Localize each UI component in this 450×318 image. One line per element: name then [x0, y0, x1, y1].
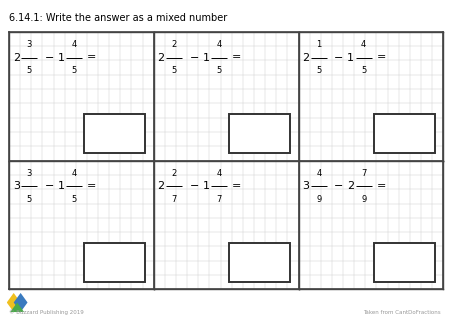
Polygon shape [10, 302, 24, 312]
Text: 3: 3 [13, 181, 20, 191]
Text: 1: 1 [58, 181, 65, 191]
Text: 5: 5 [72, 66, 77, 75]
Text: 9: 9 [316, 195, 321, 204]
Text: 5: 5 [171, 66, 177, 75]
Text: 2: 2 [158, 52, 165, 63]
Bar [374, 114, 435, 153]
Bar [229, 114, 290, 153]
Text: 4: 4 [72, 40, 77, 49]
Text: =: = [376, 52, 386, 63]
Text: =: = [87, 181, 96, 191]
Text: 4: 4 [216, 40, 221, 49]
Text: 2: 2 [13, 52, 20, 63]
Text: 7: 7 [216, 195, 221, 204]
Text: −: − [45, 52, 54, 63]
Text: 3: 3 [27, 40, 32, 49]
Text: −: − [189, 181, 199, 191]
Bar [229, 243, 290, 282]
Text: 7: 7 [171, 195, 177, 204]
Text: 2: 2 [302, 52, 309, 63]
Text: =: = [376, 181, 386, 191]
Text: 4: 4 [72, 169, 77, 178]
Text: 1: 1 [316, 40, 321, 49]
Text: 5: 5 [316, 66, 321, 75]
Text: 2: 2 [347, 181, 354, 191]
Text: −: − [45, 181, 54, 191]
Text: =: = [232, 52, 241, 63]
Text: 2: 2 [171, 169, 177, 178]
Text: 2: 2 [158, 181, 165, 191]
Text: −: − [189, 52, 199, 63]
Text: =: = [87, 52, 96, 63]
Text: 5: 5 [361, 66, 366, 75]
Text: 9: 9 [361, 195, 366, 204]
Text: 5: 5 [72, 195, 77, 204]
Text: 4: 4 [216, 169, 221, 178]
Text: Taken from CantDoFractions: Taken from CantDoFractions [364, 310, 441, 315]
Text: 1: 1 [347, 52, 354, 63]
Text: 3: 3 [27, 169, 32, 178]
Text: −: − [334, 52, 344, 63]
Polygon shape [14, 293, 27, 312]
Text: 5: 5 [27, 195, 32, 204]
Text: 7: 7 [361, 169, 366, 178]
Text: =: = [232, 181, 241, 191]
Text: 5: 5 [216, 66, 221, 75]
Text: 6.14.1: Write the answer as a mixed number: 6.14.1: Write the answer as a mixed numb… [9, 13, 227, 23]
Polygon shape [7, 293, 21, 312]
Text: 1: 1 [58, 52, 65, 63]
Text: 5: 5 [27, 66, 32, 75]
Text: © Buzzard Publishing 2019: © Buzzard Publishing 2019 [9, 309, 84, 315]
Text: 1: 1 [202, 52, 209, 63]
Bar [84, 243, 145, 282]
Text: −: − [334, 181, 344, 191]
Text: 1: 1 [202, 181, 209, 191]
Text: 2: 2 [171, 40, 177, 49]
Text: 4: 4 [361, 40, 366, 49]
Text: 3: 3 [302, 181, 309, 191]
Bar [84, 114, 145, 153]
Text: 4: 4 [316, 169, 321, 178]
Bar [374, 243, 435, 282]
